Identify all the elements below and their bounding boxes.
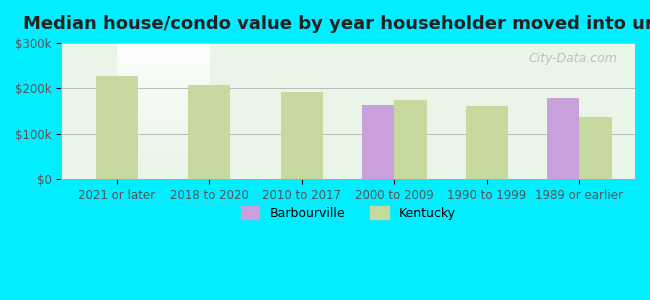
Title: Median house/condo value by year householder moved into unit: Median house/condo value by year househo… <box>23 15 650 33</box>
Legend: Barbourville, Kentucky: Barbourville, Kentucky <box>235 202 461 225</box>
Bar <box>580 117 612 179</box>
Bar <box>188 85 231 179</box>
Bar <box>96 76 138 179</box>
Bar <box>466 106 508 179</box>
Bar <box>362 105 395 179</box>
Bar <box>281 92 323 179</box>
Bar <box>395 100 427 179</box>
Bar <box>547 98 580 179</box>
Text: City-Data.com: City-Data.com <box>529 52 617 65</box>
